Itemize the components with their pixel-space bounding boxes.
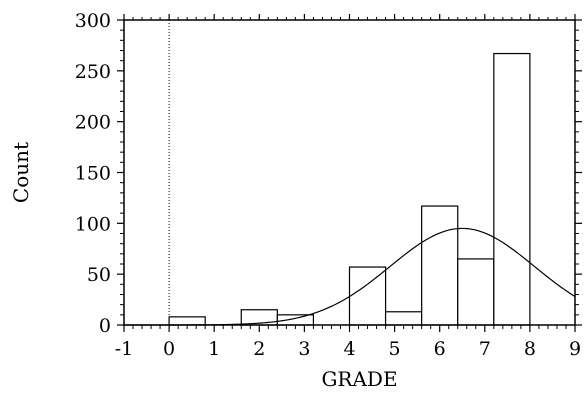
y-tick-label: 250 xyxy=(75,61,111,83)
x-axis: -1 0 1 2 3 4 5 6 7 8 9 xyxy=(115,14,581,360)
y-axis: 0 50 100 150 200 250 300 xyxy=(75,10,582,337)
x-tick-label: 1 xyxy=(208,338,220,360)
x-tick-label: -1 xyxy=(115,338,134,360)
y-tick-label: 100 xyxy=(75,213,111,235)
x-tick-label: 5 xyxy=(389,338,401,360)
histogram-bar-5 xyxy=(421,205,459,326)
x-tick-label: 2 xyxy=(253,338,265,360)
x-tick-label: 7 xyxy=(479,338,491,360)
x-tick-label: 9 xyxy=(569,338,581,360)
x-tick-label: 6 xyxy=(434,338,446,360)
y-tick-label: 300 xyxy=(75,10,111,32)
histogram-bar-2 xyxy=(276,314,315,326)
histogram-bins xyxy=(168,52,531,326)
x-axis-title: GRADE xyxy=(321,367,397,391)
histogram-bar-0 xyxy=(168,316,206,326)
y-tick-label: 200 xyxy=(75,112,111,134)
histogram-bar-4 xyxy=(384,311,423,326)
histogram-bar-7 xyxy=(493,52,531,326)
x-tick-label: 8 xyxy=(524,338,536,360)
y-tick-label: 50 xyxy=(87,264,111,286)
histogram-bar-3 xyxy=(348,266,387,326)
y-tick-label: 0 xyxy=(99,315,111,337)
x-tick-label: 4 xyxy=(343,338,355,360)
histogram-bar-6 xyxy=(457,258,495,326)
x-tick-label: 0 xyxy=(163,338,175,360)
y-axis-title: Count xyxy=(9,142,33,203)
y-tick-label: 150 xyxy=(75,163,111,185)
x-tick-label: 3 xyxy=(298,338,310,360)
